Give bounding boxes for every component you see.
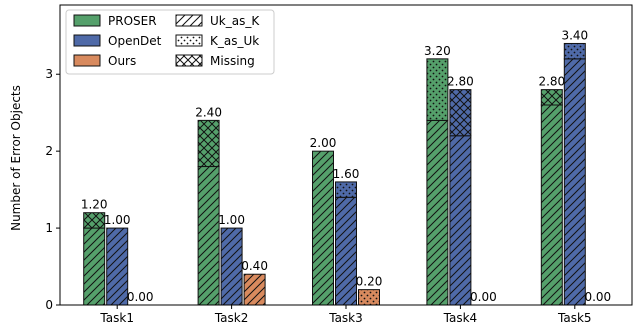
bar-pattern-proser-task2-uk-as-k xyxy=(198,167,219,305)
legend-swatch-uk-as-k xyxy=(176,15,202,26)
bar-pattern-opendet-task3-uk-as-k xyxy=(336,197,357,305)
data-label-opendet-task4: 2.80 xyxy=(447,75,474,89)
bar-pattern-ours-task2-uk-as-k xyxy=(244,274,265,305)
bar-pattern-opendet-task4-uk-as-k xyxy=(450,136,471,305)
legend-label-uk-as-k: Uk_as_K xyxy=(210,14,260,28)
data-label-ours-task2: 0.40 xyxy=(241,259,268,273)
data-label-ours-task4: 0.00 xyxy=(470,290,497,304)
data-label-proser-task2: 2.40 xyxy=(195,105,222,119)
data-label-opendet-task3: 1.60 xyxy=(333,167,360,181)
legend-swatch-proser xyxy=(74,15,100,26)
y-axis-label: Number of Error Objects xyxy=(9,85,23,231)
legend-label-missing: Missing xyxy=(210,54,255,68)
legend-swatch-ours xyxy=(74,55,100,66)
bar-pattern-proser-task5-missing xyxy=(541,90,562,105)
bar-pattern-opendet-task4-missing xyxy=(450,90,471,136)
bar-pattern-proser-task4-k-as-uk xyxy=(427,59,448,121)
legend-label-ours: Ours xyxy=(108,54,136,68)
data-label-opendet-task2: 1.00 xyxy=(218,213,245,227)
data-label-proser-task1: 1.20 xyxy=(81,198,108,212)
y-tick-label: 1 xyxy=(45,221,53,235)
legend-swatch-k-as-uk xyxy=(176,35,202,46)
y-tick-label: 0 xyxy=(45,298,53,312)
bar-pattern-proser-task1-uk-as-k xyxy=(84,228,105,305)
x-tick-label-task5: Task5 xyxy=(557,311,592,325)
bar-pattern-proser-task5-uk-as-k xyxy=(541,105,562,305)
bar-pattern-opendet-task2-uk-as-k xyxy=(221,228,242,305)
data-label-ours-task1: 0.00 xyxy=(127,290,154,304)
x-tick-label-task4: Task4 xyxy=(443,311,478,325)
bar-pattern-opendet-task5-k-as-uk xyxy=(564,43,585,58)
bar-pattern-opendet-task1-uk-as-k xyxy=(107,228,128,305)
data-label-opendet-task5: 3.40 xyxy=(561,28,588,42)
bar-pattern-opendet-task3-k-as-uk xyxy=(336,182,357,197)
data-label-proser-task5: 2.80 xyxy=(538,75,565,89)
y-tick-label: 3 xyxy=(45,67,53,81)
data-label-proser-task3: 2.00 xyxy=(310,136,337,150)
legend-label-opendet: OpenDet xyxy=(108,34,162,48)
bar-pattern-proser-task2-missing xyxy=(198,120,219,166)
data-label-proser-task4: 3.20 xyxy=(424,44,451,58)
data-label-ours-task5: 0.00 xyxy=(584,290,611,304)
x-tick-label-task3: Task3 xyxy=(328,311,363,325)
bar-pattern-proser-task4-uk-as-k xyxy=(427,120,448,305)
x-tick-label-task2: Task2 xyxy=(214,311,249,325)
x-tick-label-task1: Task1 xyxy=(99,311,134,325)
bar-pattern-ours-task3-k-as-uk xyxy=(359,290,380,305)
y-tick-label: 2 xyxy=(45,144,53,158)
legend: PROSER OpenDet Ours Uk_as_K K_as_Uk Missing xyxy=(66,10,274,74)
data-label-ours-task3: 0.20 xyxy=(356,275,383,289)
data-label-opendet-task1: 1.00 xyxy=(104,213,131,227)
bar-pattern-proser-task1-missing xyxy=(84,213,105,228)
legend-swatch-missing xyxy=(176,55,202,66)
legend-label-proser: PROSER xyxy=(108,14,157,28)
bar-pattern-opendet-task5-uk-as-k xyxy=(564,59,585,305)
bar-pattern-proser-task3-uk-as-k xyxy=(313,151,334,305)
legend-label-k-as-uk: K_as_Uk xyxy=(210,34,259,48)
legend-swatch-opendet xyxy=(74,35,100,46)
